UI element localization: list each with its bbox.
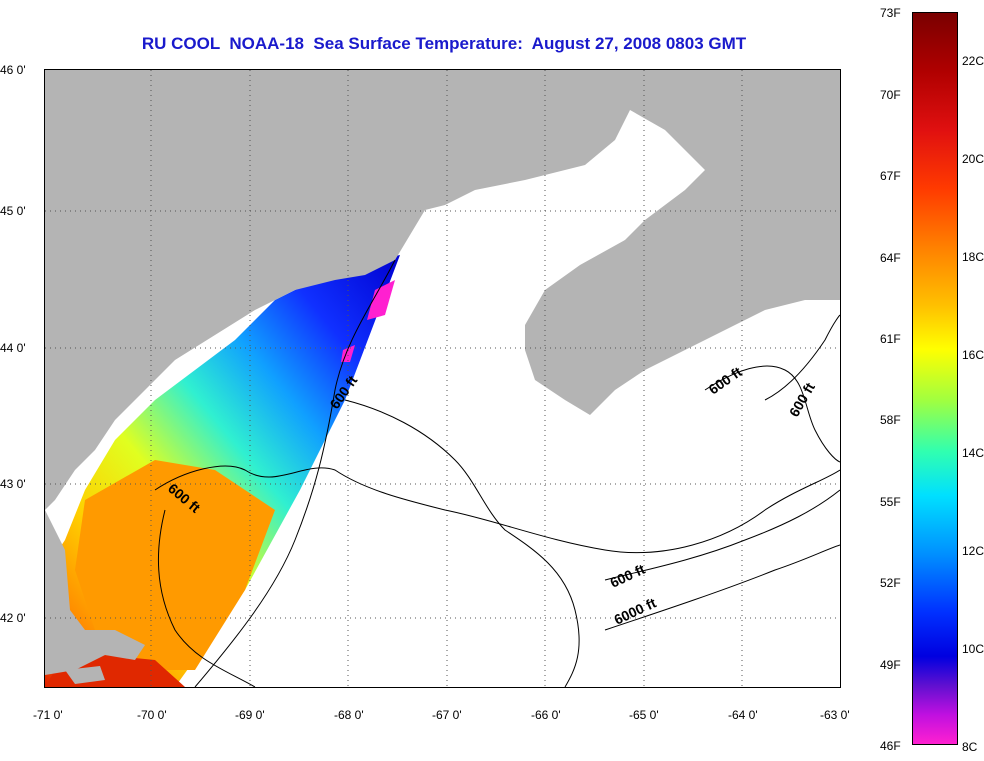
temperature-colorbar (912, 12, 958, 745)
lon-label-69: -69 0' (235, 708, 265, 722)
colorbar-label-18c: 18C (962, 250, 984, 264)
lat-label-46: 46 0' (0, 63, 26, 77)
sst-map: 600 ft 600 ft 600 ft 600 ft 600 ft 6000 … (44, 69, 841, 688)
colorbar-label-49f: 49F (880, 658, 901, 672)
lat-label-43: 43 0' (0, 477, 26, 491)
land-nova-scotia (525, 230, 840, 415)
colorbar-label-67f: 67F (880, 169, 901, 183)
lon-label-67: -67 0' (432, 708, 462, 722)
lon-label-71: -71 0' (33, 708, 63, 722)
lat-label-44: 44 0' (0, 341, 26, 355)
lon-label-63: -63 0' (820, 708, 850, 722)
colorbar-label-16c: 16C (962, 348, 984, 362)
colorbar-label-73f: 73F (880, 6, 901, 20)
colorbar-label-58f: 58F (880, 413, 901, 427)
colorbar-label-8c: 8C (962, 740, 978, 754)
lat-label-45: 45 0' (0, 204, 26, 218)
colorbar-label-20c: 20C (962, 152, 984, 166)
colorbar-label-22c: 22C (962, 54, 984, 68)
colorbar-label-55f: 55F (880, 495, 901, 509)
colorbar-label-12c: 12C (962, 544, 984, 558)
lon-label-66: -66 0' (531, 708, 561, 722)
lon-label-68: -68 0' (334, 708, 364, 722)
lat-label-42: 42 0' (0, 611, 26, 625)
colorbar-label-14c: 14C (962, 446, 984, 460)
lon-label-65: -65 0' (629, 708, 659, 722)
sst-map-svg: 600 ft 600 ft 600 ft 600 ft 600 ft 6000 … (45, 70, 840, 687)
lon-label-70: -70 0' (137, 708, 167, 722)
colorbar-label-46f: 46F (880, 739, 901, 753)
colorbar-label-61f: 61F (880, 332, 901, 346)
land-new-england (45, 70, 840, 510)
map-title: RU COOL NOAA-18 Sea Surface Temperature:… (141, 34, 747, 53)
colorbar-label-70f: 70F (880, 88, 901, 102)
bathymetry-contours (154, 259, 840, 687)
land-cape-cod (45, 510, 145, 675)
colorbar-label-10c: 10C (962, 642, 984, 656)
cold-edge (367, 280, 395, 320)
colorbar-label-64f: 64F (880, 251, 901, 265)
colorbar-label-52f: 52F (880, 576, 901, 590)
lon-label-64: -64 0' (728, 708, 758, 722)
land-islands (65, 666, 105, 684)
